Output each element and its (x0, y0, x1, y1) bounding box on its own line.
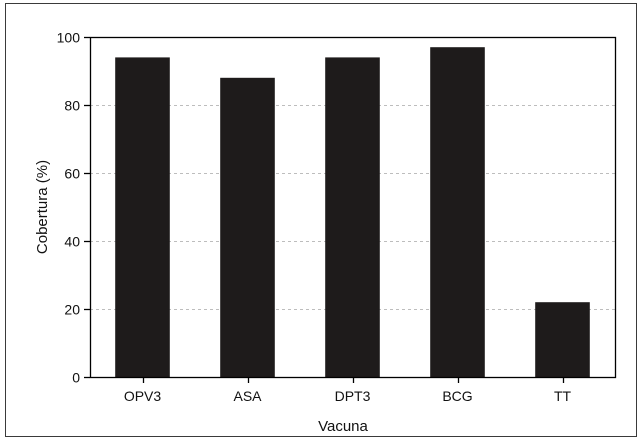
x-axis-title: Vacuna (318, 418, 368, 435)
bar-tt (535, 302, 590, 377)
bar-opv3 (115, 57, 170, 378)
y-tick-label: 60 (64, 166, 80, 182)
x-tick-label: TT (554, 388, 572, 404)
bars (115, 47, 590, 378)
figure-border (5, 3, 637, 437)
bar-bcg (430, 47, 485, 377)
y-tick-label: 20 (64, 302, 80, 318)
x-tick-label: ASA (233, 388, 262, 404)
x-tick-label: BCG (442, 388, 472, 404)
bar-dpt3 (325, 57, 380, 378)
axes (84, 36, 617, 383)
x-tick-label: DPT3 (335, 388, 371, 404)
y-tick-label: 80 (64, 98, 80, 114)
plot-area-border (89, 36, 617, 379)
bar-asa (220, 77, 275, 378)
x-tick-label: OPV3 (124, 388, 162, 404)
tick-labels: 0 20 40 60 80 100 OPV3 ASA DPT3 BCG TT (57, 30, 572, 405)
y-axis-title: Cobertura (%) (34, 160, 51, 254)
y-tick-label: 0 (72, 370, 80, 386)
y-tick-label: 40 (64, 234, 80, 250)
y-tick-label: 100 (57, 30, 81, 46)
